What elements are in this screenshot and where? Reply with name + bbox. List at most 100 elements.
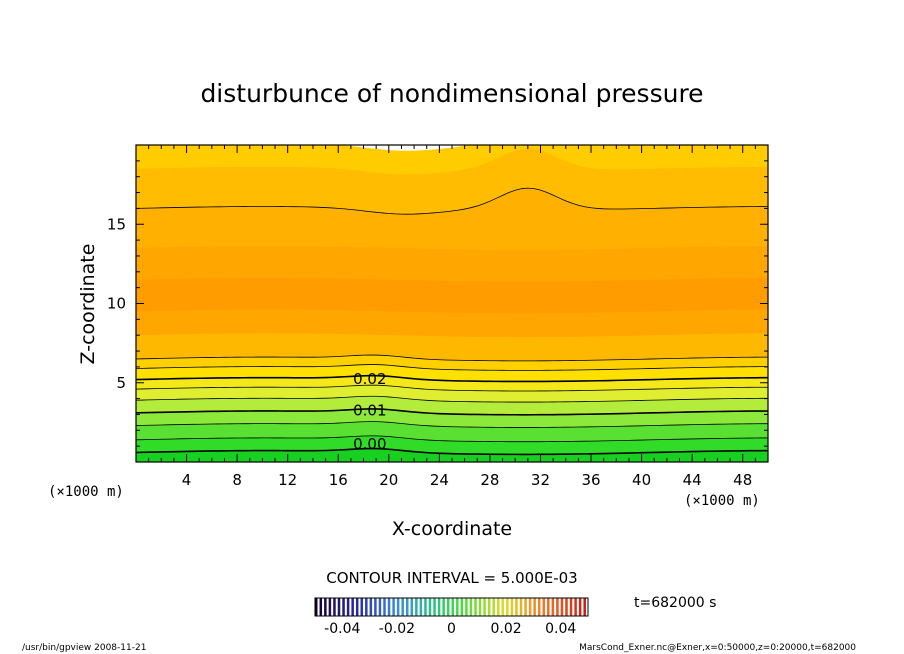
colorbar-cell [337,598,341,616]
colorbar-cell [324,598,327,616]
contour-line [136,374,768,383]
colorbar-cell [506,598,509,616]
y-axis-label: Z-coordinate [77,244,99,365]
footer-left: /usr/bin/gpview 2008-11-21 [22,643,146,653]
y-tick-label: 15 [107,215,126,233]
x-tick-label: 24 [430,471,449,489]
contour-lines [136,187,768,456]
colorbar-cell [378,598,382,616]
colorbar-cell [524,598,527,616]
colorbar-cell [569,598,573,616]
colorbar-cell [333,598,336,616]
contour-label: 0.00 [353,435,386,453]
colorbar-cell [469,598,473,616]
colorbar-cell [365,598,368,616]
colorbar-cell [442,598,445,616]
chart-title: disturbunce of nondimensional pressure [200,79,703,108]
contour-line [136,395,768,403]
x-axis-label: X-coordinate [392,518,512,540]
contour-line [136,421,768,428]
colorbar-cell [369,598,373,616]
colorbar-cell [401,598,404,616]
x-tick-label: 28 [480,471,499,489]
colorbar-cell [351,598,354,616]
colorbar-cell [437,598,441,616]
x-tick-label: 16 [329,471,348,489]
contour-band [136,448,768,462]
contour-line [136,408,768,416]
colorbar-cell [446,598,450,616]
colorbar-cell [346,598,350,616]
colorbar-tick-label: 0 [447,621,456,637]
colorbar-cell [428,598,432,616]
colorbar-cell [460,598,464,616]
colorbar-cell [415,598,418,616]
colorbar-cell [319,598,323,616]
y-axis: 5 10 15 [107,160,768,447]
colorbar-cell [565,598,568,616]
colorbar-cell [547,598,550,616]
colorbar-cell [396,598,400,616]
footer-right: MarsCond_Exner.nc@Exner,x=0:50000,z=0:20… [579,643,856,653]
contour-line [136,187,768,215]
x-tick-label: 4 [182,471,192,489]
y-tick-label: 5 [116,374,126,392]
colorbar-cell [392,598,395,616]
colorbar-cell [328,598,332,616]
x-tick-label: 44 [683,471,702,489]
colorbar-cell [497,598,500,616]
x-unit-right: (×1000 m) [684,493,760,509]
colorbar-cell [478,598,482,616]
colorbar-cell [456,598,459,616]
contour-line [136,435,768,443]
colorbar-cell [474,598,477,616]
colorbar-cell [424,598,427,616]
colorbar-cell [515,598,518,616]
colorbar-cell [406,598,409,616]
colorbar-cell [451,598,455,616]
colorbar-cell [542,598,546,616]
colorbar-cell [374,598,377,616]
colorbar-cell [487,598,491,616]
x-tick-label: 48 [733,471,752,489]
colorbar-cell [360,598,364,616]
contour-line [136,354,768,362]
colorbar-cell [419,598,423,616]
colorbar-cell [551,598,555,616]
contour-interval: CONTOUR INTERVAL = 5.000E-03 [326,569,577,587]
x-tick-label: 20 [379,471,398,489]
colorbar-tick-label: -0.02 [379,621,415,637]
colorbar-labels: -0.04 -0.02 0 0.02 0.04 [324,621,576,637]
x-tick-label: 36 [581,471,600,489]
colorbar-cell [483,598,486,616]
colorbar-cell [492,598,495,616]
colorbar-cell [355,598,359,616]
colorbar-cell [315,598,318,616]
colorbar-cell [556,598,559,616]
x-tick-label: 12 [278,471,297,489]
contour-labels: 0.02 0.01 0.00 [353,370,386,453]
time-label: t=682000 s [634,595,716,611]
colorbar-cell [387,598,391,616]
contour-line [136,447,768,456]
contour-label: 0.01 [353,402,386,420]
colorbar-cell [501,598,505,616]
colorbar-cell [537,598,541,616]
colorbar-cell [433,598,436,616]
colorbar-cell [383,598,386,616]
contour-label: 0.02 [353,370,386,388]
colorbar-cell [560,598,564,616]
contour-line [136,384,768,392]
colorbar-tick-label: -0.04 [324,621,360,637]
colorbar-cell [528,598,532,616]
colorbar-cell [519,598,523,616]
contour-line [136,364,768,371]
x-axis: 4 8 12 16 20 24 28 32 36 40 44 48 [148,145,756,489]
colorbar-cell [533,598,536,616]
colorbar-cell [342,598,345,616]
x-tick-label: 8 [232,471,242,489]
x-tick-label: 40 [632,471,651,489]
colorbar-cell [410,598,414,616]
colorbar-cell [583,598,586,616]
